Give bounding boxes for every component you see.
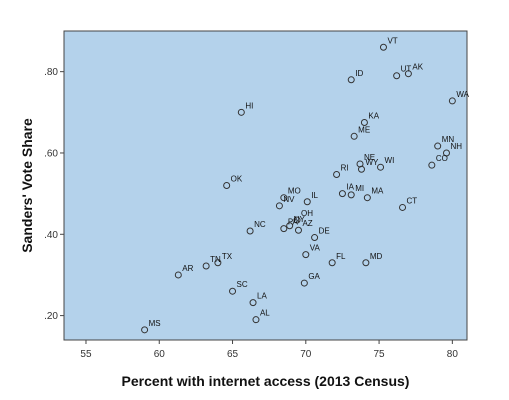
data-point [223,182,231,189]
data-point [393,72,401,80]
point-label: AL [260,309,270,318]
point-label: MD [370,252,383,261]
data-point [428,161,436,169]
data-point [293,216,301,224]
x-tick-label: 65 [227,349,239,360]
point-label: MO [288,187,301,196]
data-point [338,190,346,198]
y-tick-label: .60 [44,148,58,159]
data-point [229,287,237,295]
point-label: OK [231,175,243,184]
point-label: TN [210,255,221,264]
point-label: KA [368,111,379,120]
point-label: CT [407,196,418,205]
data-point [347,76,355,84]
point-label: OH [301,209,313,218]
point-label: NH [450,142,462,151]
data-point [434,142,442,150]
data-point [362,259,370,267]
data-point [379,43,387,51]
data-point [347,191,355,199]
data-point [360,118,368,126]
point-label: MN [442,135,455,144]
data-point [275,202,283,210]
x-tick-label: 75 [374,349,386,360]
data-point [141,326,149,334]
data-point [294,226,302,234]
point-label: AZ [302,219,312,228]
data-point [302,251,310,259]
data-point [448,97,456,105]
data-point [328,259,336,267]
point-label: FL [336,252,346,261]
point-label: UT [401,65,412,74]
point-label: NC [254,220,266,229]
x-tick-label: 60 [154,349,166,360]
data-point [377,163,385,171]
point-label: MA [371,187,384,196]
point-label: NY [294,215,306,224]
point-label: IA [346,183,354,192]
point-label: SC [237,280,248,289]
data-point [280,225,288,233]
data-point [214,259,222,267]
point-label: LA [257,292,267,301]
point-label: WI [385,156,395,165]
y-tick-label: .80 [44,67,58,78]
point-label: TX [222,252,233,261]
data-point [174,271,182,279]
point-label: IL [311,191,318,200]
data-point [363,194,371,202]
x-axis-title: Percent with internet access (2013 Censu… [122,373,410,389]
point-label: NV [283,195,295,204]
point-label: ME [358,125,370,134]
data-point [333,171,341,179]
data-point [246,227,254,235]
point-label: CO [436,154,448,163]
plot-area [63,30,468,341]
data-point [350,132,358,140]
point-label: ID [355,69,363,78]
point-label: AR [182,264,193,273]
data-point [202,262,210,270]
point-label: AK [412,63,423,72]
y-tick-label: .40 [44,230,58,241]
point-label: NE [364,153,375,162]
data-point [252,316,260,324]
y-axis-title: Sanders' Vote Share [19,118,35,253]
x-axis: 55 60 65 70 75 80 [80,340,458,360]
point-label: WY [365,158,379,167]
data-point [237,108,245,116]
data-point [399,203,407,211]
data-point [357,165,365,173]
data-point [280,194,288,202]
x-tick-label: 70 [300,349,312,360]
y-tick-label: .20 [44,311,58,322]
data-point [303,198,311,206]
point-label: WA [456,90,469,99]
data-point [286,222,294,230]
point-label: VA [310,244,321,253]
point-label: DE [319,227,330,236]
data-point [311,234,319,242]
point-label: HI [245,101,253,110]
point-label: MS [149,319,161,328]
data-point [404,70,412,78]
point-label: MI [355,184,364,193]
point-label: PA [288,218,299,227]
data-point [300,279,308,287]
x-tick-label: 80 [447,349,459,360]
point-label: GA [308,272,320,281]
point-label: VT [387,36,397,45]
data-point [249,299,257,307]
x-tick-label: 55 [80,349,92,360]
point-label: RI [341,164,349,173]
y-axis: .20 .40 .60 .80 [44,67,64,322]
data-point [442,149,450,157]
